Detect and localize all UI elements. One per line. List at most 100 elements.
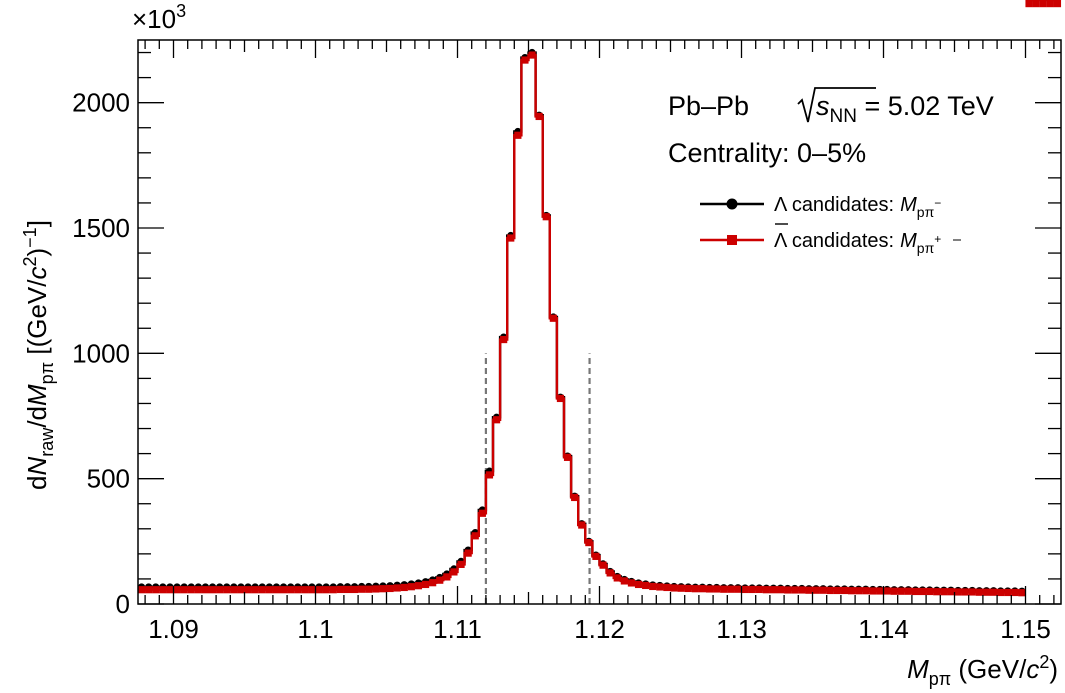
data-point: [1053, 0, 1062, 8]
data-point: [642, 581, 650, 590]
data-point: [798, 586, 806, 594]
data-point: [784, 586, 792, 594]
data-point: [592, 552, 600, 560]
data-point: [741, 585, 749, 594]
data-point: [216, 586, 224, 594]
data-point: [826, 586, 834, 595]
data-point: [649, 582, 657, 591]
data-point: [606, 569, 614, 577]
energy-label: sNN = 5.02 TeV: [816, 91, 994, 127]
data-point: [819, 586, 827, 594]
sqrt-sign: [797, 87, 876, 123]
data-point: [457, 560, 465, 568]
data-point: [897, 587, 905, 595]
data-point: [365, 585, 373, 593]
data-point: [393, 584, 401, 592]
data-point: [322, 586, 330, 594]
data-point: [975, 588, 983, 596]
data-point: [1032, 0, 1040, 8]
legend-entry-lambda: Λ candidates: Mpπ−: [774, 194, 941, 220]
data-point: [563, 453, 572, 461]
data-point: [933, 588, 941, 596]
data-point: [350, 585, 359, 594]
data-point: [343, 585, 352, 594]
data-point: [911, 587, 920, 596]
data-point: [379, 585, 387, 593]
data-point: [471, 532, 479, 540]
data-point: [407, 583, 415, 591]
data-point: [1025, 0, 1033, 8]
data-point: [535, 112, 543, 121]
data-point: [855, 587, 863, 595]
data-point: [720, 585, 728, 593]
data-point: [180, 586, 188, 594]
data-point: [308, 586, 316, 594]
y-tick-label: 500: [87, 464, 130, 494]
data-point: [954, 588, 962, 596]
data-point: [159, 586, 167, 594]
data-point: [521, 56, 529, 64]
data-point: [940, 588, 948, 596]
y-axis-label: dNraw/dMpπ [(GeV/c2)−1]: [20, 220, 57, 490]
data-point: [961, 588, 969, 596]
data-point: [528, 51, 536, 59]
data-point: [187, 586, 195, 594]
data-point: [989, 588, 998, 596]
x-tick-label: 1.15: [1000, 614, 1051, 644]
data-point: [599, 561, 607, 569]
legend-marker-antilambda: [727, 235, 737, 245]
x-tick-label: 1.11: [433, 614, 482, 644]
legend: Λ candidates: Mpπ− Λ candidates: Mpπ+: [700, 194, 961, 256]
data-point: [656, 583, 664, 591]
data-point: [684, 584, 692, 593]
data-point: [230, 586, 238, 594]
data-point: [840, 586, 849, 595]
data-point: [904, 587, 912, 595]
data-point: [748, 585, 756, 594]
data-point: [315, 586, 323, 594]
x-tick-label: 1.1: [297, 614, 333, 644]
data-point: [201, 586, 210, 594]
x-tick-label: 1.12: [574, 614, 625, 644]
data-point: [329, 586, 337, 594]
data-point: [1046, 0, 1054, 8]
data-point: [492, 416, 501, 424]
data-point: [847, 587, 856, 595]
data-point: [762, 586, 770, 594]
y-tick-label: 1500: [72, 213, 130, 243]
x-tick-label: 1.13: [716, 614, 767, 644]
data-point: [436, 576, 444, 584]
data-point: [1018, 589, 1026, 597]
data-point: [727, 585, 735, 593]
data-point: [223, 586, 231, 594]
data-point: [137, 586, 146, 594]
data-point: [414, 582, 423, 590]
data-point: [429, 579, 437, 587]
data-point: [336, 585, 344, 594]
y-tick-label: 0: [116, 589, 130, 619]
data-point: [279, 586, 288, 594]
data-point: [833, 586, 841, 595]
y-tick-label: 1000: [72, 338, 130, 368]
x-tick-label: 1.14: [858, 614, 909, 644]
data-point: [208, 586, 217, 594]
data-point: [152, 586, 160, 594]
data-point: [145, 586, 153, 594]
data-point: [997, 588, 1005, 597]
legend-marker-lambda: [726, 198, 738, 210]
data-point: [166, 586, 174, 594]
data-point: [500, 335, 508, 344]
data-point: [237, 586, 245, 594]
data-point: [713, 585, 721, 593]
data-point: [1011, 588, 1019, 597]
data-point: [791, 586, 799, 594]
x-tick-label: 1.09: [148, 614, 199, 644]
collision-system-label: Pb–Pb: [668, 91, 749, 121]
data-point: [358, 585, 366, 593]
data-point: [634, 580, 643, 589]
data-point: [613, 574, 621, 582]
data-point: [1039, 0, 1047, 8]
data-point: [1004, 588, 1012, 597]
data-point: [421, 580, 430, 589]
